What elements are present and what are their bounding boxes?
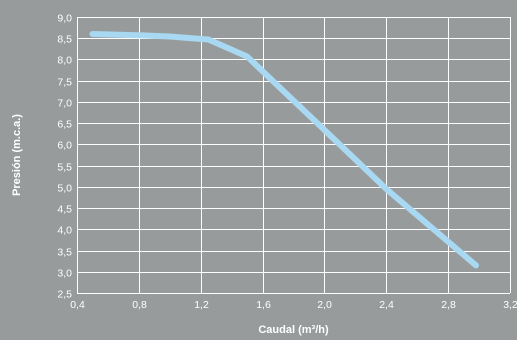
- x-axis-title: Caudal (m³/h): [258, 324, 329, 336]
- series-line-0: [89, 31, 479, 269]
- x-tick-label: 2,4: [379, 299, 394, 311]
- grid-lines: [77, 17, 511, 294]
- x-tick-label: 2,8: [441, 299, 456, 311]
- y-tick-label: 8,5: [57, 34, 72, 46]
- x-tick-label: 2,0: [317, 299, 332, 311]
- y-tick-label: 7,5: [57, 77, 72, 89]
- x-tick-label: 1,6: [256, 299, 271, 311]
- y-axis-title: Presión (m.c.a.): [11, 114, 23, 196]
- y-tick-label: 9,0: [57, 13, 72, 25]
- y-tick-label: 6,0: [57, 140, 72, 152]
- y-tick-label: 5,5: [57, 162, 72, 174]
- y-tick-label: 3,5: [57, 247, 72, 259]
- y-tick-label: 4,0: [57, 225, 72, 237]
- y-tick-label: 6,5: [57, 119, 72, 131]
- x-tick-label: 0,8: [132, 299, 147, 311]
- y-tick-label: 8,0: [57, 55, 72, 67]
- tick-labels: 2,5 3,0 3,5 4,0 4,5 5,0 5,5 6,0 6,5 7,0 7,5 8,0 8,5 9…: [57, 13, 517, 312]
- x-tick-label: 3,2: [503, 299, 517, 311]
- series-layer: [89, 31, 479, 269]
- y-tick-label: 3,0: [57, 268, 72, 280]
- y-tick-label: 2,5: [57, 289, 72, 301]
- y-tick-label: 5,0: [57, 183, 72, 195]
- x-tick-label: 0,4: [70, 299, 85, 311]
- y-tick-label: 4,5: [57, 204, 72, 216]
- y-tick-label: 7,0: [57, 98, 72, 110]
- x-tick-label: 1,2: [194, 299, 209, 311]
